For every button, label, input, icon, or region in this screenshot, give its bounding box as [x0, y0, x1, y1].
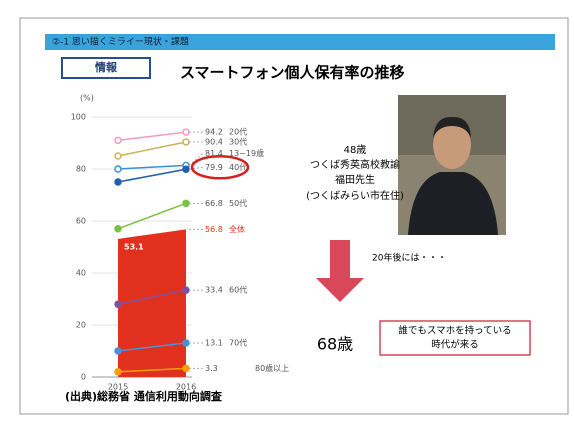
series-name: 全体: [229, 224, 245, 234]
series-name: 80歳以上: [255, 363, 289, 373]
photo-hair: [433, 116, 471, 138]
value-label: 53.1: [124, 242, 144, 251]
message-line: 時代が来る: [431, 339, 479, 351]
header-bar: [45, 34, 555, 50]
tag-box: [61, 57, 151, 79]
y-tick-label: 20: [76, 321, 86, 330]
point: [182, 286, 190, 294]
highlight-ring: [190, 155, 250, 180]
line: [117, 367, 187, 373]
point: [182, 165, 190, 174]
end-value: 66.8: [205, 199, 223, 208]
end-value: 79.9: [205, 163, 223, 172]
y-tick-label: 80: [76, 165, 86, 174]
point: [182, 339, 190, 347]
point: [182, 128, 190, 136]
photo-head: [433, 121, 471, 169]
message-box: [379, 320, 531, 356]
down-arrow: [316, 240, 364, 302]
profile-name: 福田先生: [335, 173, 375, 186]
y-label: (%): [80, 94, 94, 103]
end-value: 33.4: [205, 286, 223, 295]
slide-frame: [19, 17, 569, 415]
header-text: ②-1 思い描くミライー現状・課題: [52, 36, 189, 48]
tag-text: 情報: [95, 60, 118, 74]
end-value: 81.4: [205, 149, 223, 158]
point: [114, 347, 122, 355]
point: [114, 165, 122, 173]
end-value: 94.2: [205, 128, 223, 137]
point: [114, 152, 122, 160]
future-caption: 20年後には・・・: [372, 252, 446, 264]
x-tick-label: 2015: [108, 383, 128, 392]
series-name: 40代: [229, 162, 247, 172]
series-name: 70代: [229, 337, 247, 347]
future-age: 68歳: [317, 335, 353, 354]
end-value: 56.8: [205, 225, 223, 234]
source: (出典)総務省 通信利用動向調査: [65, 389, 222, 403]
line: [117, 289, 187, 305]
photo-body: [408, 172, 498, 235]
x-tick-label: 2016: [176, 383, 196, 392]
series-name: 13~19歳: [229, 148, 264, 158]
line: [117, 202, 187, 230]
leader: [188, 152, 204, 166]
point: [114, 136, 122, 145]
y-tick-label: 60: [76, 217, 86, 226]
series-name: 60代: [229, 285, 247, 295]
point: [114, 368, 122, 376]
point: [182, 364, 190, 373]
point: [114, 178, 122, 186]
series-name: 50代: [229, 198, 247, 208]
point: [114, 300, 122, 308]
series-name: 20代: [229, 127, 247, 137]
y-tick-label: 0: [81, 373, 86, 382]
line: [117, 164, 187, 170]
line: [117, 131, 187, 142]
profile-job: つくば秀英高校教諭: [310, 158, 400, 171]
profile-age: 48歳: [344, 144, 367, 156]
profile-home: (つくばみらい市在住): [306, 189, 404, 202]
end-value: 13.1: [205, 338, 223, 347]
chart-title: スマートフォン個人保有率の推移: [180, 64, 405, 82]
area: [118, 229, 186, 377]
point: [182, 199, 190, 208]
point: [182, 138, 190, 146]
y-tick-label: 40: [76, 269, 86, 278]
point: [114, 225, 122, 233]
y-tick-label: 100: [71, 113, 86, 122]
series-name: 30代: [229, 136, 247, 146]
line: [117, 342, 187, 352]
line: [117, 168, 187, 183]
end-value: 90.4: [205, 137, 223, 146]
line: [117, 141, 187, 157]
end-value: 3.3: [205, 364, 218, 373]
message-line: 誰でもスマホを持っている: [398, 325, 511, 337]
